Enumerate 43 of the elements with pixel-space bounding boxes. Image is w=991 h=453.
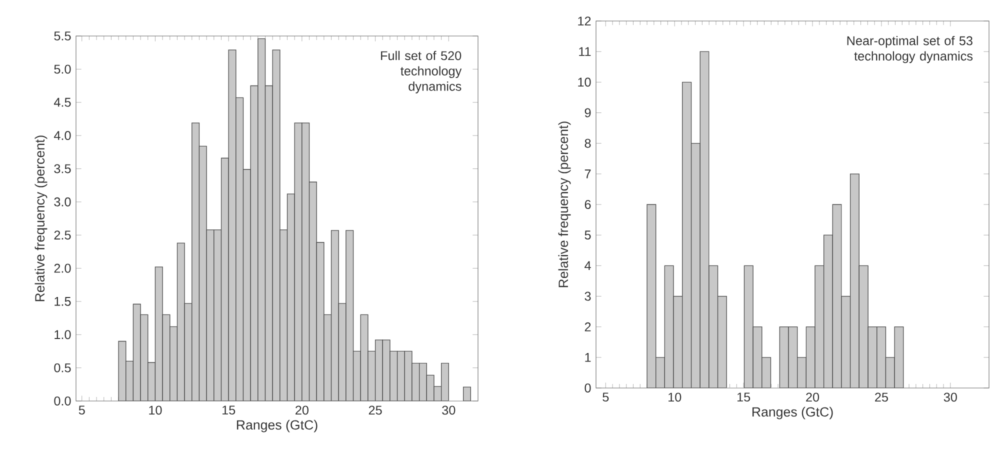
y-tick-label: 3 bbox=[584, 292, 591, 301]
x-tick-label: 20 bbox=[806, 392, 820, 402]
x-tick-label: 5 bbox=[78, 406, 85, 415]
y-tick-label: 3.0 bbox=[54, 197, 71, 206]
y-tick-label: 1.5 bbox=[54, 297, 71, 306]
x-tick-label: 30 bbox=[944, 392, 957, 402]
y-tick-label: 8 bbox=[584, 138, 591, 148]
y-tick-label: 6 bbox=[584, 200, 591, 209]
x-tick-label: 15 bbox=[737, 392, 750, 402]
y-tick-label: 5.0 bbox=[54, 64, 71, 74]
annotation: Near-optimal set of 53 technology dynamics bbox=[847, 36, 973, 64]
x-tick-label: 20 bbox=[296, 406, 308, 415]
y-tick-label: 1.0 bbox=[54, 330, 71, 340]
x-tick-label: 25 bbox=[368, 406, 382, 415]
y-tick-label: 0 bbox=[584, 384, 591, 392]
x-tick-label: 10 bbox=[149, 406, 162, 415]
x-axis-title: Ranges (GtC) bbox=[752, 406, 833, 420]
x-tick-label: 30 bbox=[442, 406, 456, 415]
y-axis-title: Relative frequency (percent) bbox=[558, 122, 571, 288]
x-tick-label: 15 bbox=[222, 406, 236, 415]
y-tick-label: 2 bbox=[584, 322, 591, 332]
annotation: Full set of 520 technology dynamics bbox=[381, 50, 462, 94]
y-axis-title: Relative frequency (percent) bbox=[34, 136, 48, 302]
y-tick-label: 10 bbox=[578, 78, 591, 87]
y-tick-label: 1 bbox=[585, 353, 591, 362]
y-tick-label: 0.5 bbox=[54, 363, 71, 372]
y-tick-label: 0.0 bbox=[54, 396, 71, 406]
y-tick-label: 2.0 bbox=[54, 264, 71, 273]
y-tick-label: 5 bbox=[584, 230, 591, 240]
y-tick-label: 4.0 bbox=[54, 131, 71, 140]
x-tick-label: 25 bbox=[875, 392, 888, 402]
y-tick-label: 11 bbox=[579, 47, 591, 56]
y-tick-label: 5.5 bbox=[54, 32, 71, 40]
y-tick-label: 4.5 bbox=[54, 98, 71, 107]
x-tick-label: 5 bbox=[602, 392, 609, 402]
y-tick-label: 2.5 bbox=[54, 230, 71, 240]
y-tick-label: 4 bbox=[584, 261, 591, 270]
y-tick-label: 9 bbox=[584, 108, 591, 118]
y-tick-label: 7 bbox=[584, 170, 591, 178]
x-tick-label: 10 bbox=[668, 392, 682, 402]
x-axis-title: Ranges (GtC) bbox=[236, 420, 318, 432]
y-tick-label: 12 bbox=[578, 16, 591, 26]
y-tick-label: 3.5 bbox=[54, 164, 71, 174]
